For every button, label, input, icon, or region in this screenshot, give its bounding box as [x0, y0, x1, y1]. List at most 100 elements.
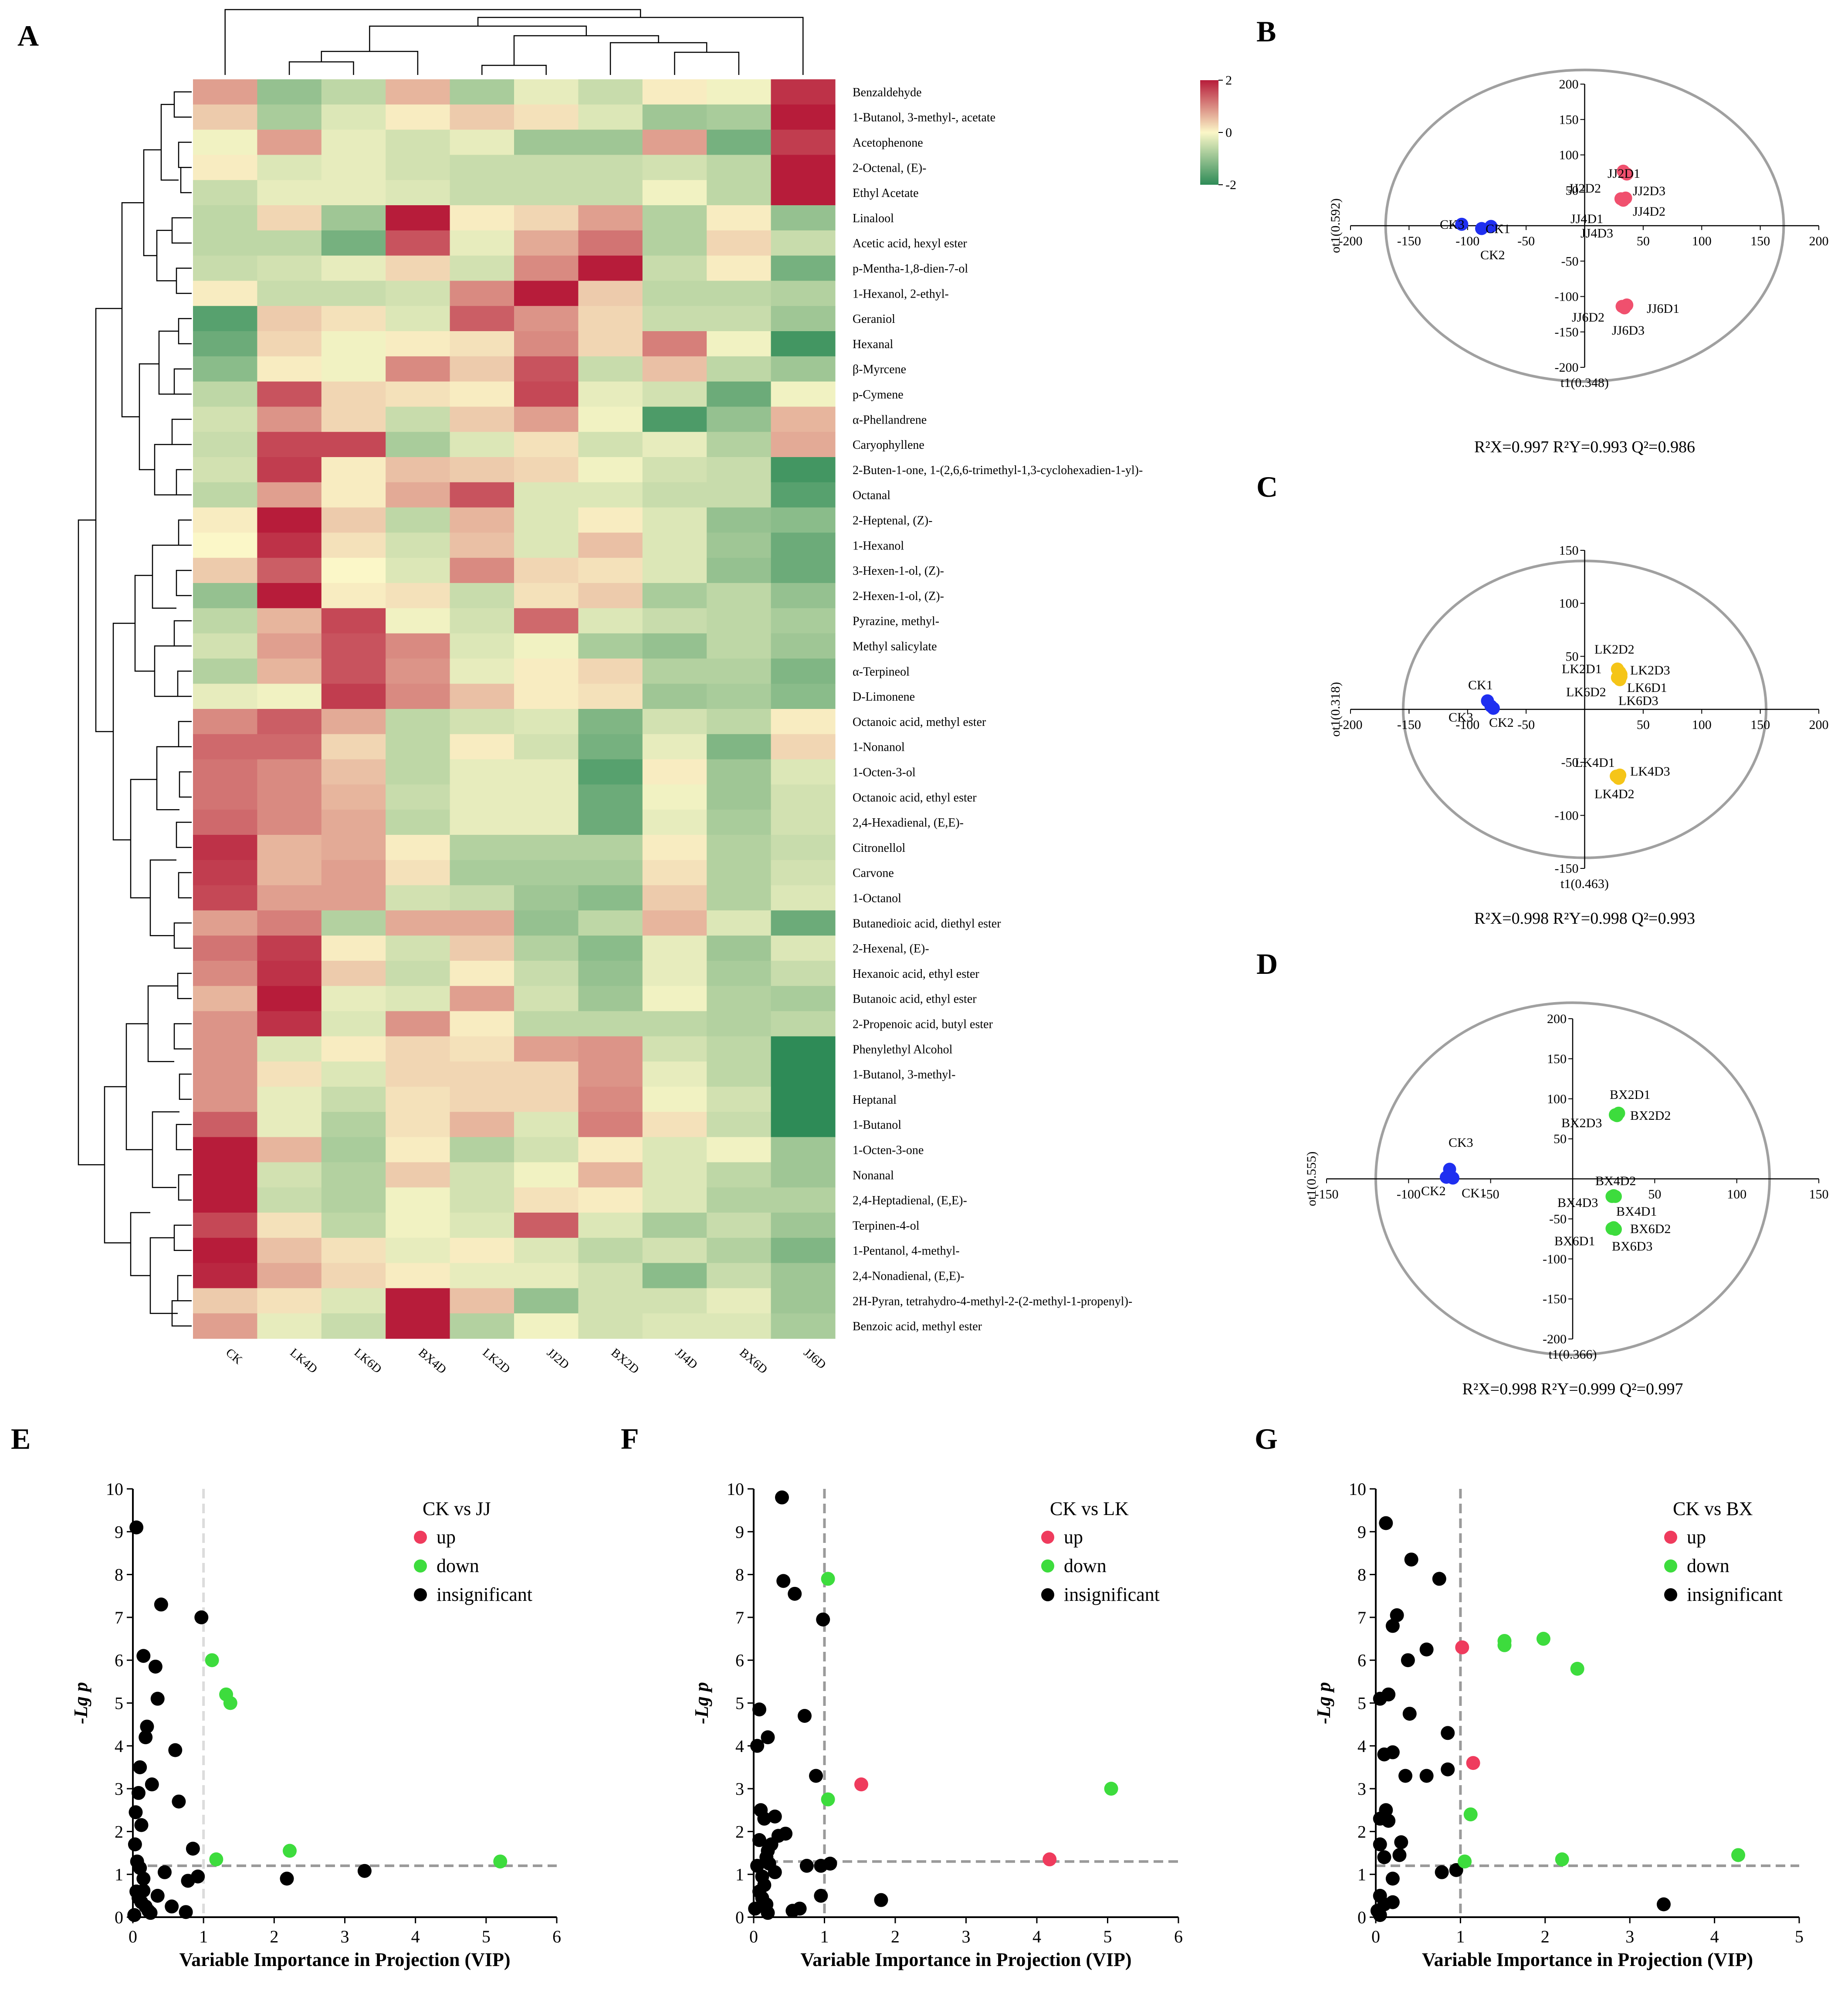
model-statistics: R²X=0.998 R²Y=0.998 Q²=0.993 — [1474, 909, 1695, 928]
y-tick-label: 100 — [1559, 597, 1579, 611]
compound-label: 1-Octen-3-one — [853, 1144, 924, 1157]
y-tick-label: 10 — [727, 1479, 744, 1499]
compound-label: Phenylethyl Alcohol — [853, 1043, 953, 1056]
heatmap-cell — [642, 1061, 707, 1087]
dendrogram-branch — [149, 1237, 178, 1314]
insignificant-point — [757, 1878, 772, 1892]
insignificant-point — [136, 1884, 151, 1898]
legend-label: insignificant — [1064, 1584, 1160, 1605]
x-tick-label: 4 — [411, 1927, 420, 1946]
heatmap-cell — [450, 583, 514, 609]
heatmap-cell — [514, 1112, 579, 1138]
x-tick-label: -200 — [1339, 234, 1363, 248]
dendrogram-branch — [171, 419, 192, 445]
sample-point-label: LK6D2 — [1566, 685, 1606, 699]
score-point — [1486, 702, 1500, 715]
dendrogram-branch — [160, 104, 179, 181]
heatmap-cell — [257, 885, 322, 911]
y-tick-label: -200 — [1555, 360, 1579, 375]
x-tick-label: 5 — [482, 1927, 491, 1946]
colorbar-tick-label: 2 — [1225, 73, 1232, 88]
heatmap-cell — [578, 1263, 643, 1288]
dendrogram-branch — [147, 985, 178, 1062]
dendrogram-branch — [369, 25, 587, 51]
heatmap-cell — [321, 759, 386, 785]
x-tick-label: 0 — [1371, 1927, 1380, 1946]
sample-label: CK — [223, 1346, 245, 1367]
insignificant-point — [752, 1833, 766, 1847]
heatmap-cell — [386, 684, 450, 709]
sample-point-label: JJ4D3 — [1581, 226, 1613, 241]
compound-label: 2,4-Heptadienal, (E,E)- — [853, 1194, 967, 1207]
heatmap-cell — [321, 935, 386, 961]
heatmap-cell — [642, 1263, 707, 1288]
compound-label: 1-Butanol, 3-methyl- — [853, 1068, 955, 1081]
heatmap-cell — [257, 1237, 322, 1264]
heatmap-cell — [321, 381, 386, 407]
sample-point-label: BX2D3 — [1561, 1116, 1602, 1130]
compound-label: 1-Hexanol — [853, 539, 904, 552]
insignificant-point — [145, 1777, 159, 1792]
heatmap-cell — [771, 1162, 836, 1188]
x-tick-label: 2 — [891, 1927, 900, 1946]
heatmap-cell — [642, 281, 707, 306]
heatmap-cell — [321, 734, 386, 760]
heatmap-cell — [514, 255, 579, 281]
insignificant-point — [762, 1857, 776, 1871]
heatmap-cell — [193, 507, 257, 533]
dendrogram-branch — [513, 35, 659, 65]
y-tick-label: 2 — [735, 1822, 744, 1841]
score-point — [1613, 768, 1627, 782]
compound-label: 2-Hexen-1-ol, (Z)- — [853, 590, 944, 603]
y-tick-label: 5 — [1357, 1694, 1366, 1713]
x-tick-label: -50 — [1482, 1187, 1499, 1202]
heatmap-cell — [642, 306, 707, 332]
heatmap-cell — [193, 608, 257, 634]
heatmap-cell — [707, 306, 772, 332]
dendrogram-branch — [173, 922, 192, 949]
heatmap-cell — [707, 230, 772, 256]
heatmap-cell — [193, 759, 257, 785]
heatmap-cell — [642, 180, 707, 206]
y-tick-label: -150 — [1543, 1292, 1567, 1306]
heatmap-cell — [578, 961, 643, 986]
panel-letter-d: D — [1256, 947, 1278, 980]
heatmap-cell — [386, 935, 450, 961]
heatmap-cell — [771, 910, 836, 936]
heatmap-cell — [514, 709, 579, 735]
y-tick-label: 9 — [1357, 1522, 1366, 1542]
legend-marker — [1664, 1559, 1677, 1573]
heatmap-cell — [578, 129, 643, 155]
sample-point-label: LK6D3 — [1618, 694, 1658, 708]
heatmap-cell — [707, 734, 772, 760]
dendrogram-branch — [178, 142, 192, 168]
heatmap-cell — [321, 532, 386, 558]
heatmap-cell — [578, 457, 643, 483]
heatmap-cell — [386, 432, 450, 458]
insignificant-point — [357, 1864, 372, 1878]
x-axis-label: Variable Importance in Projection (VIP) — [800, 1949, 1131, 1970]
y-tick-label: 1 — [115, 1865, 123, 1885]
legend-marker — [1041, 1531, 1054, 1544]
heatmap-cell — [578, 860, 643, 886]
heatmap-cell — [707, 79, 772, 105]
heatmap-cell — [514, 155, 579, 180]
x-tick-label: 0 — [749, 1927, 758, 1946]
heatmap-cell — [257, 910, 322, 936]
heatmap-cell — [771, 1011, 836, 1037]
heatmap-cell — [386, 709, 450, 735]
heatmap-cell — [321, 1313, 386, 1339]
insignificant-point — [788, 1586, 802, 1601]
compound-label: Geraniol — [853, 312, 895, 326]
heatmap-cell — [578, 255, 643, 281]
y-tick-label: -50 — [1561, 254, 1579, 268]
legend-label: up — [1064, 1526, 1083, 1548]
sample-label: LK6D — [352, 1346, 384, 1376]
heatmap-cell — [321, 961, 386, 986]
y-tick-label: -100 — [1555, 290, 1579, 304]
insignificant-point — [1449, 1863, 1463, 1877]
heatmap-cell — [642, 734, 707, 760]
heatmap-cell — [771, 935, 836, 961]
heatmap-cell — [578, 1087, 643, 1112]
y-axis-label: -Lg p — [691, 1682, 712, 1724]
